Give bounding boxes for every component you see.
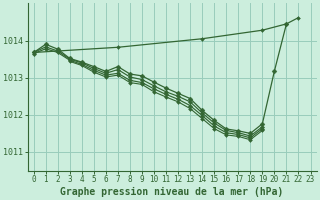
X-axis label: Graphe pression niveau de la mer (hPa): Graphe pression niveau de la mer (hPa)	[60, 186, 284, 197]
